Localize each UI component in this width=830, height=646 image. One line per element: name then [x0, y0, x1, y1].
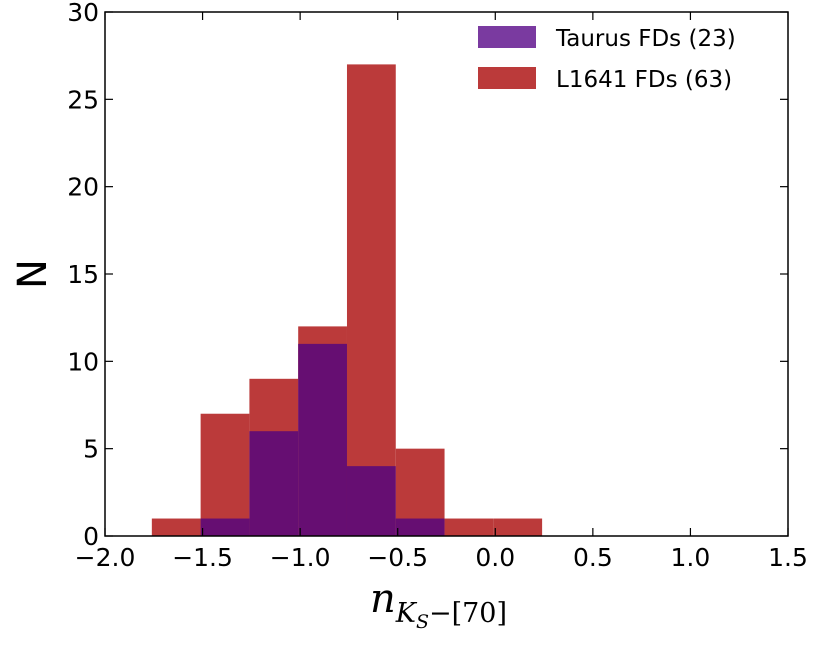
- bar-taurus-3: [346, 466, 396, 536]
- bar-taurus-1: [249, 431, 299, 536]
- y-tick-label-0: 0: [83, 522, 99, 551]
- x-tick-label-0: −2.0: [75, 543, 136, 572]
- x-tick-label-6: 1.0: [671, 543, 711, 572]
- bar-l1641-4: [346, 64, 396, 537]
- bar-l1641-6: [444, 518, 494, 536]
- y-axis-label: N: [10, 259, 56, 289]
- x-tick-label-2: −1.0: [270, 543, 331, 572]
- y-tick-label-1: 5: [83, 435, 99, 464]
- bar-l1641-1: [200, 413, 250, 536]
- tick-labels-layer: −2.0 −1.5 −1.0 −0.5 0.0 0.5 1.0 1.5 0 5 10 15 20 25 30: [67, 0, 808, 572]
- bar-taurus-0: [200, 518, 250, 536]
- x-tick-label-5: 0.5: [573, 543, 613, 572]
- x-axis-label-sub-rest: −[70]: [429, 598, 507, 629]
- y-tick-label-3: 15: [67, 260, 99, 289]
- y-tick-label-6: 30: [67, 0, 99, 27]
- legend-swatch-0: [478, 26, 536, 48]
- legend-label-1: L1641 FDs (63): [556, 67, 732, 93]
- x-axis-label-sub-s: S: [416, 611, 429, 633]
- bar-taurus-4: [395, 518, 445, 536]
- x-tick-label-4: 0.0: [475, 543, 515, 572]
- ticks-layer: [104, 11, 789, 537]
- x-axis-label-sub-k: K: [395, 598, 418, 629]
- bar-taurus-2: [298, 343, 347, 536]
- y-tick-label-5: 25: [67, 85, 99, 114]
- x-tick-label-3: −0.5: [367, 543, 428, 572]
- x-tick-label-7: 1.5: [768, 543, 808, 572]
- x-tick-label-1: −1.5: [172, 543, 233, 572]
- bars-layer: [151, 64, 543, 537]
- y-tick-label-2: 10: [67, 347, 99, 376]
- x-axis-label-base: n: [370, 576, 396, 622]
- legend-label-0: Taurus FDs (23): [555, 26, 736, 52]
- legend-swatch-1: [478, 67, 536, 89]
- x-axis-label: nKS−[70]: [370, 576, 507, 633]
- y-tick-label-4: 20: [67, 173, 99, 202]
- legend: Taurus FDs (23) L1641 FDs (63): [478, 26, 736, 93]
- bar-l1641-0: [151, 518, 201, 536]
- bar-l1641-7: [493, 518, 543, 536]
